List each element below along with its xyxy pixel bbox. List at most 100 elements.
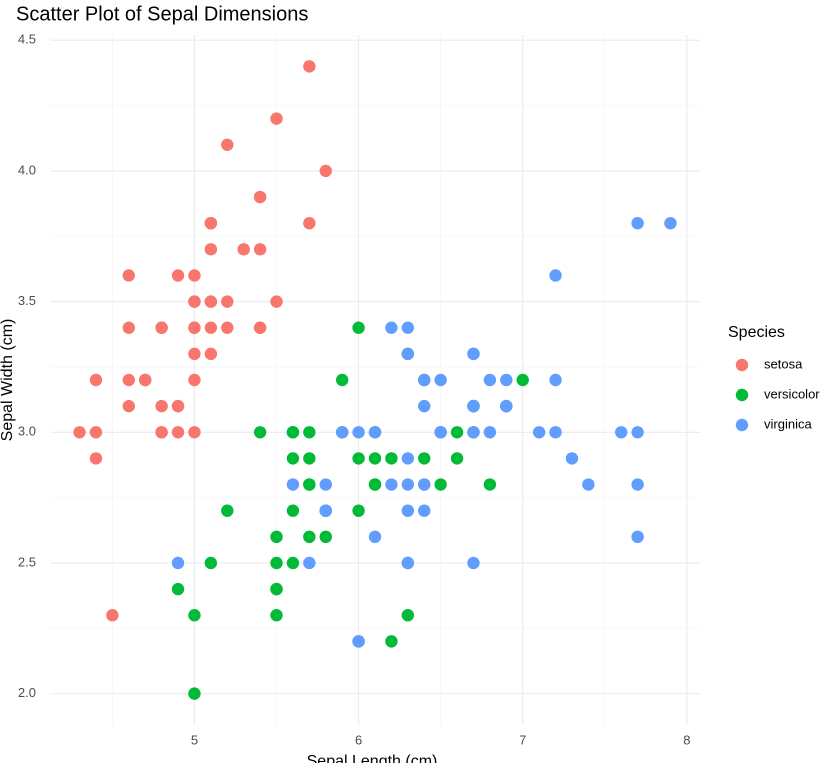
y-tick-label: 3.0 [18,424,36,439]
point [171,426,185,439]
point [237,243,250,256]
point [286,556,300,570]
point [368,452,382,465]
point [303,426,316,439]
point [631,530,644,544]
point [483,373,497,387]
point [270,609,283,622]
point [303,452,316,465]
point [188,347,201,361]
point [368,530,382,544]
point [221,138,234,151]
point [253,426,267,439]
x-tick-label: 7 [519,732,526,747]
point [401,609,415,622]
point [549,426,562,439]
point [483,478,497,491]
point [286,478,300,491]
point [549,373,562,387]
point [450,426,464,439]
point [368,478,382,491]
y-tick-label: 3.5 [18,293,36,308]
point [335,426,349,439]
legend-title: Species [728,324,785,341]
point [319,504,332,517]
point [434,426,447,439]
point [418,452,431,465]
point [204,216,218,230]
legend-marker [735,388,749,402]
point [122,399,135,413]
point [418,504,431,517]
point [171,556,185,570]
point [385,452,398,465]
point [582,478,595,491]
point [204,347,218,361]
point [73,426,86,439]
point [139,373,152,387]
point [401,347,415,361]
point [188,687,201,700]
y-tick-label: 2.0 [18,685,36,700]
point [352,321,365,334]
point [270,295,283,308]
point [516,373,529,387]
legend-label: virginica [764,416,812,431]
point [171,582,185,596]
point [319,530,332,544]
point [122,269,135,282]
y-axis-label: Sepal Width (cm) [0,319,16,442]
point [434,373,447,387]
point [188,426,201,439]
point [385,478,398,491]
point [532,426,546,439]
y-tick-label: 4.0 [18,162,36,177]
chart-title: Scatter Plot of Sepal Dimensions [16,3,308,25]
point [303,556,316,570]
point [270,582,283,596]
point [319,164,332,178]
point [286,504,300,517]
point [89,452,103,465]
point [549,269,562,282]
x-tick-label: 5 [191,732,198,747]
legend-marker [735,358,749,372]
point [89,373,103,387]
x-tick-label: 8 [683,732,690,747]
point [221,295,234,308]
point [467,556,480,570]
point [565,452,579,465]
point [286,426,300,439]
point [664,216,677,230]
point [418,478,431,491]
point [204,243,218,256]
legend-label: versicolor [764,386,820,401]
point [401,452,415,465]
point [418,399,431,413]
point [171,399,185,413]
point [631,478,644,491]
y-tick-label: 4.5 [18,32,36,47]
point [188,321,201,334]
point [188,295,201,308]
point [303,478,316,491]
point [450,452,464,465]
point [319,478,332,491]
point [188,269,201,282]
point [155,321,168,334]
point [615,426,628,439]
point [467,347,480,361]
point [303,530,316,544]
point [253,321,267,334]
point [188,373,201,387]
point [467,399,480,413]
point [385,635,398,648]
point [270,530,283,544]
point [89,426,103,439]
point [188,609,201,622]
point [631,426,644,439]
point [106,609,119,622]
point [171,269,185,282]
point [204,556,218,570]
